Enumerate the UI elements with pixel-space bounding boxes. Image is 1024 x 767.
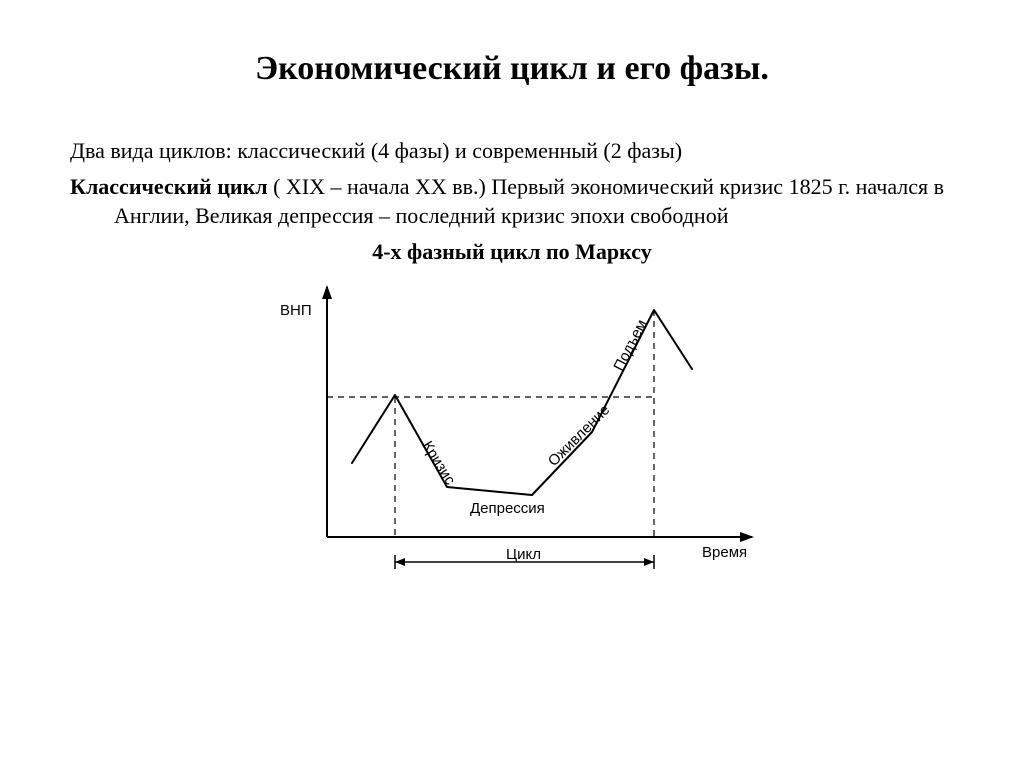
paragraph-types: Два вида циклов: классический (4 фазы) и… (70, 136, 954, 166)
paragraph-classical: Классический цикл ( XIX – начала XX вв.)… (70, 172, 954, 231)
chart-subtitle: 4-х фазный цикл по Марксу (70, 237, 954, 267)
chart-container: ВНПВремяКризисДепрессияОживлениеПодъемЦи… (70, 277, 954, 597)
slide: Экономический цикл и его фазы. Два вида … (0, 0, 1024, 767)
svg-text:ВНП: ВНП (280, 302, 312, 319)
svg-text:Депрессия: Депрессия (470, 500, 545, 517)
svg-text:Время: Время (702, 544, 747, 561)
cycle-chart: ВНПВремяКризисДепрессияОживлениеПодъемЦи… (252, 277, 772, 597)
body-text: Два вида циклов: классический (4 фазы) и… (70, 136, 954, 267)
classical-bold: Классический цикл (70, 174, 268, 199)
svg-text:Цикл: Цикл (506, 546, 541, 563)
page-title: Экономический цикл и его фазы. (70, 50, 954, 88)
